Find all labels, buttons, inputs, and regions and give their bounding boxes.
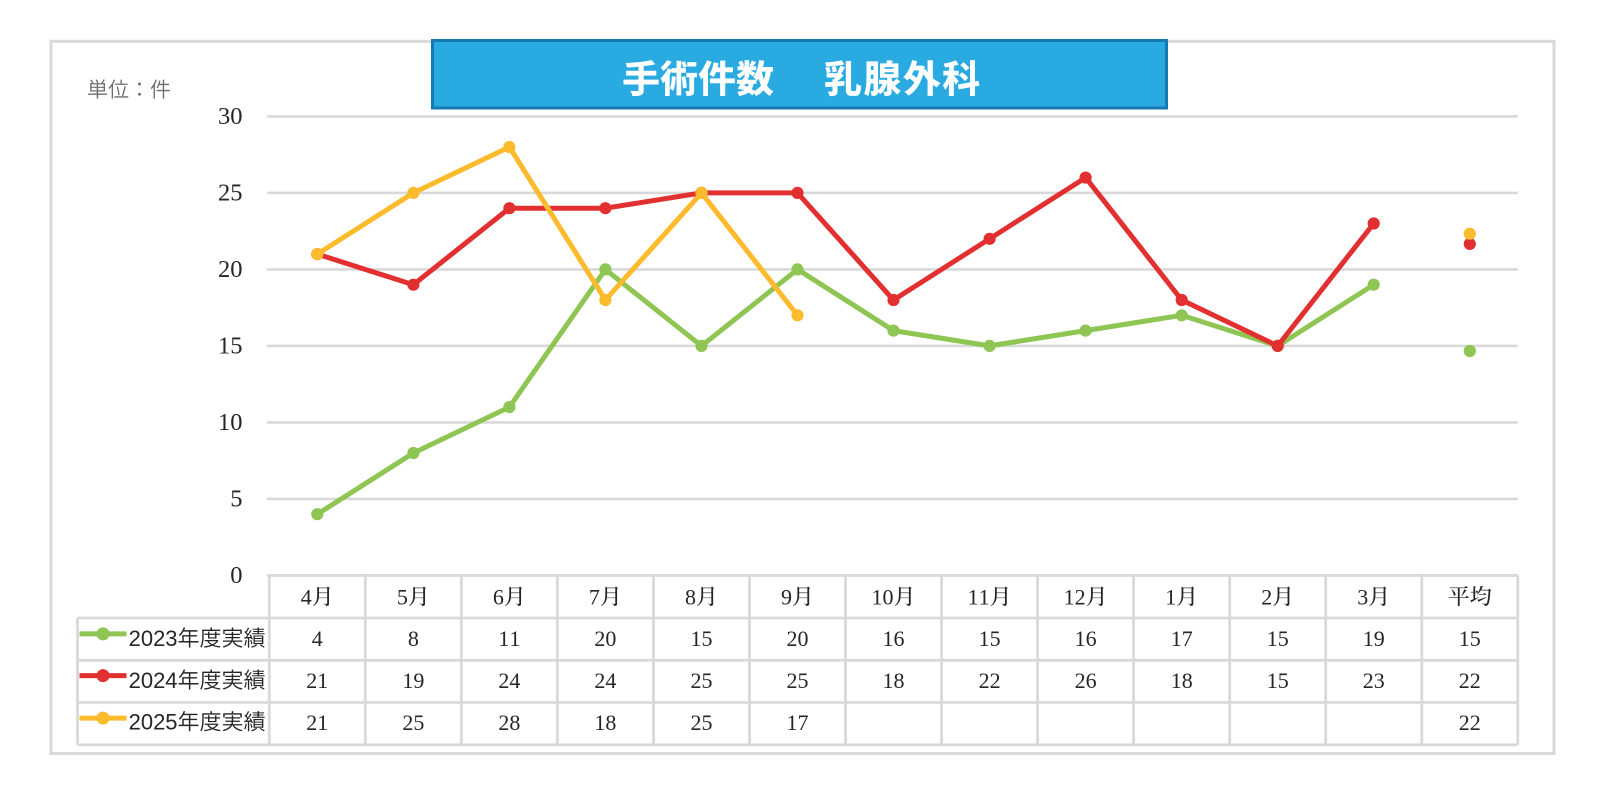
- svg-text:6: 6: [493, 584, 504, 609]
- svg-text:25: 25: [218, 180, 243, 207]
- svg-text:18: 18: [883, 668, 905, 693]
- svg-text:0: 0: [230, 562, 242, 589]
- svg-text:15: 15: [691, 626, 713, 651]
- svg-text:25: 25: [691, 710, 713, 735]
- svg-text:8: 8: [685, 584, 696, 609]
- svg-text:2024: 2024: [129, 668, 178, 693]
- svg-text:1: 1: [1165, 584, 1176, 609]
- svg-text:12: 12: [1064, 584, 1086, 609]
- svg-text:20: 20: [787, 626, 809, 651]
- svg-text:18: 18: [594, 710, 616, 735]
- svg-text:16: 16: [1075, 626, 1097, 651]
- svg-text:15: 15: [1267, 626, 1289, 651]
- svg-text:5: 5: [397, 584, 408, 609]
- svg-text:22: 22: [979, 668, 1001, 693]
- svg-text:22: 22: [1459, 710, 1481, 735]
- svg-text:11: 11: [968, 584, 990, 609]
- svg-text:3: 3: [1357, 584, 1368, 609]
- svg-text:2025: 2025: [129, 710, 178, 735]
- svg-text:17: 17: [787, 710, 809, 735]
- svg-text:23: 23: [1363, 668, 1385, 693]
- svg-text:22: 22: [1459, 668, 1481, 693]
- svg-text:25: 25: [691, 668, 713, 693]
- svg-text:15: 15: [1459, 626, 1481, 651]
- svg-text:18: 18: [1171, 668, 1193, 693]
- svg-text:15: 15: [979, 626, 1001, 651]
- svg-text:5: 5: [230, 486, 242, 513]
- svg-text:17: 17: [1171, 626, 1193, 651]
- svg-text:11: 11: [498, 626, 520, 651]
- svg-text:26: 26: [1075, 668, 1097, 693]
- svg-text:20: 20: [218, 256, 243, 283]
- svg-text:21: 21: [306, 710, 328, 735]
- svg-text:8: 8: [408, 626, 419, 651]
- svg-text:24: 24: [594, 668, 616, 693]
- svg-text:25: 25: [402, 710, 424, 735]
- svg-text:4: 4: [312, 626, 323, 651]
- svg-text:20: 20: [594, 626, 616, 651]
- svg-text:30: 30: [218, 103, 243, 130]
- svg-text:4: 4: [301, 584, 312, 609]
- svg-text:25: 25: [787, 668, 809, 693]
- svg-text:9: 9: [781, 584, 792, 609]
- svg-text:10: 10: [872, 584, 894, 609]
- svg-text:10: 10: [218, 409, 243, 436]
- svg-text:2023: 2023: [129, 626, 178, 651]
- svg-text:15: 15: [1267, 668, 1289, 693]
- svg-text:24: 24: [498, 668, 520, 693]
- svg-text:15: 15: [218, 333, 243, 360]
- svg-text:19: 19: [402, 668, 424, 693]
- svg-text:21: 21: [306, 668, 328, 693]
- svg-text:7: 7: [589, 584, 600, 609]
- svg-text:2: 2: [1261, 584, 1272, 609]
- svg-text:28: 28: [498, 710, 520, 735]
- svg-text:16: 16: [883, 626, 905, 651]
- svg-text:19: 19: [1363, 626, 1385, 651]
